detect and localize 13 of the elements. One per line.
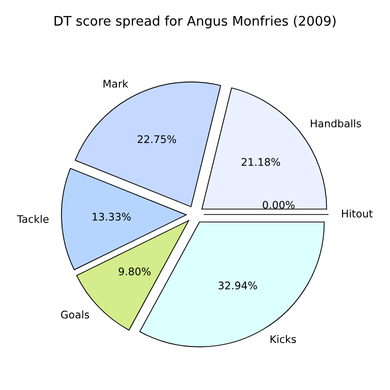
text: 0.00% [262, 200, 295, 209]
data-label: 22.75% [138, 135, 176, 144]
slice-label: Handballs [310, 119, 361, 128]
data-label: 32.94% [218, 282, 257, 290]
slice-label: Mark [104, 80, 128, 88]
slice-label: Tackle [16, 214, 49, 223]
data-label: 9.80% [118, 267, 151, 276]
category-label: Hitout [342, 209, 373, 218]
chart-title: DT score spread for Angus Monfries (2009) [54, 16, 336, 28]
data-label: 21.18% [242, 158, 280, 166]
data-label: 13.33% [92, 212, 131, 221]
slice-label: Kicks [270, 335, 296, 344]
slice-label: Goals [61, 310, 90, 319]
